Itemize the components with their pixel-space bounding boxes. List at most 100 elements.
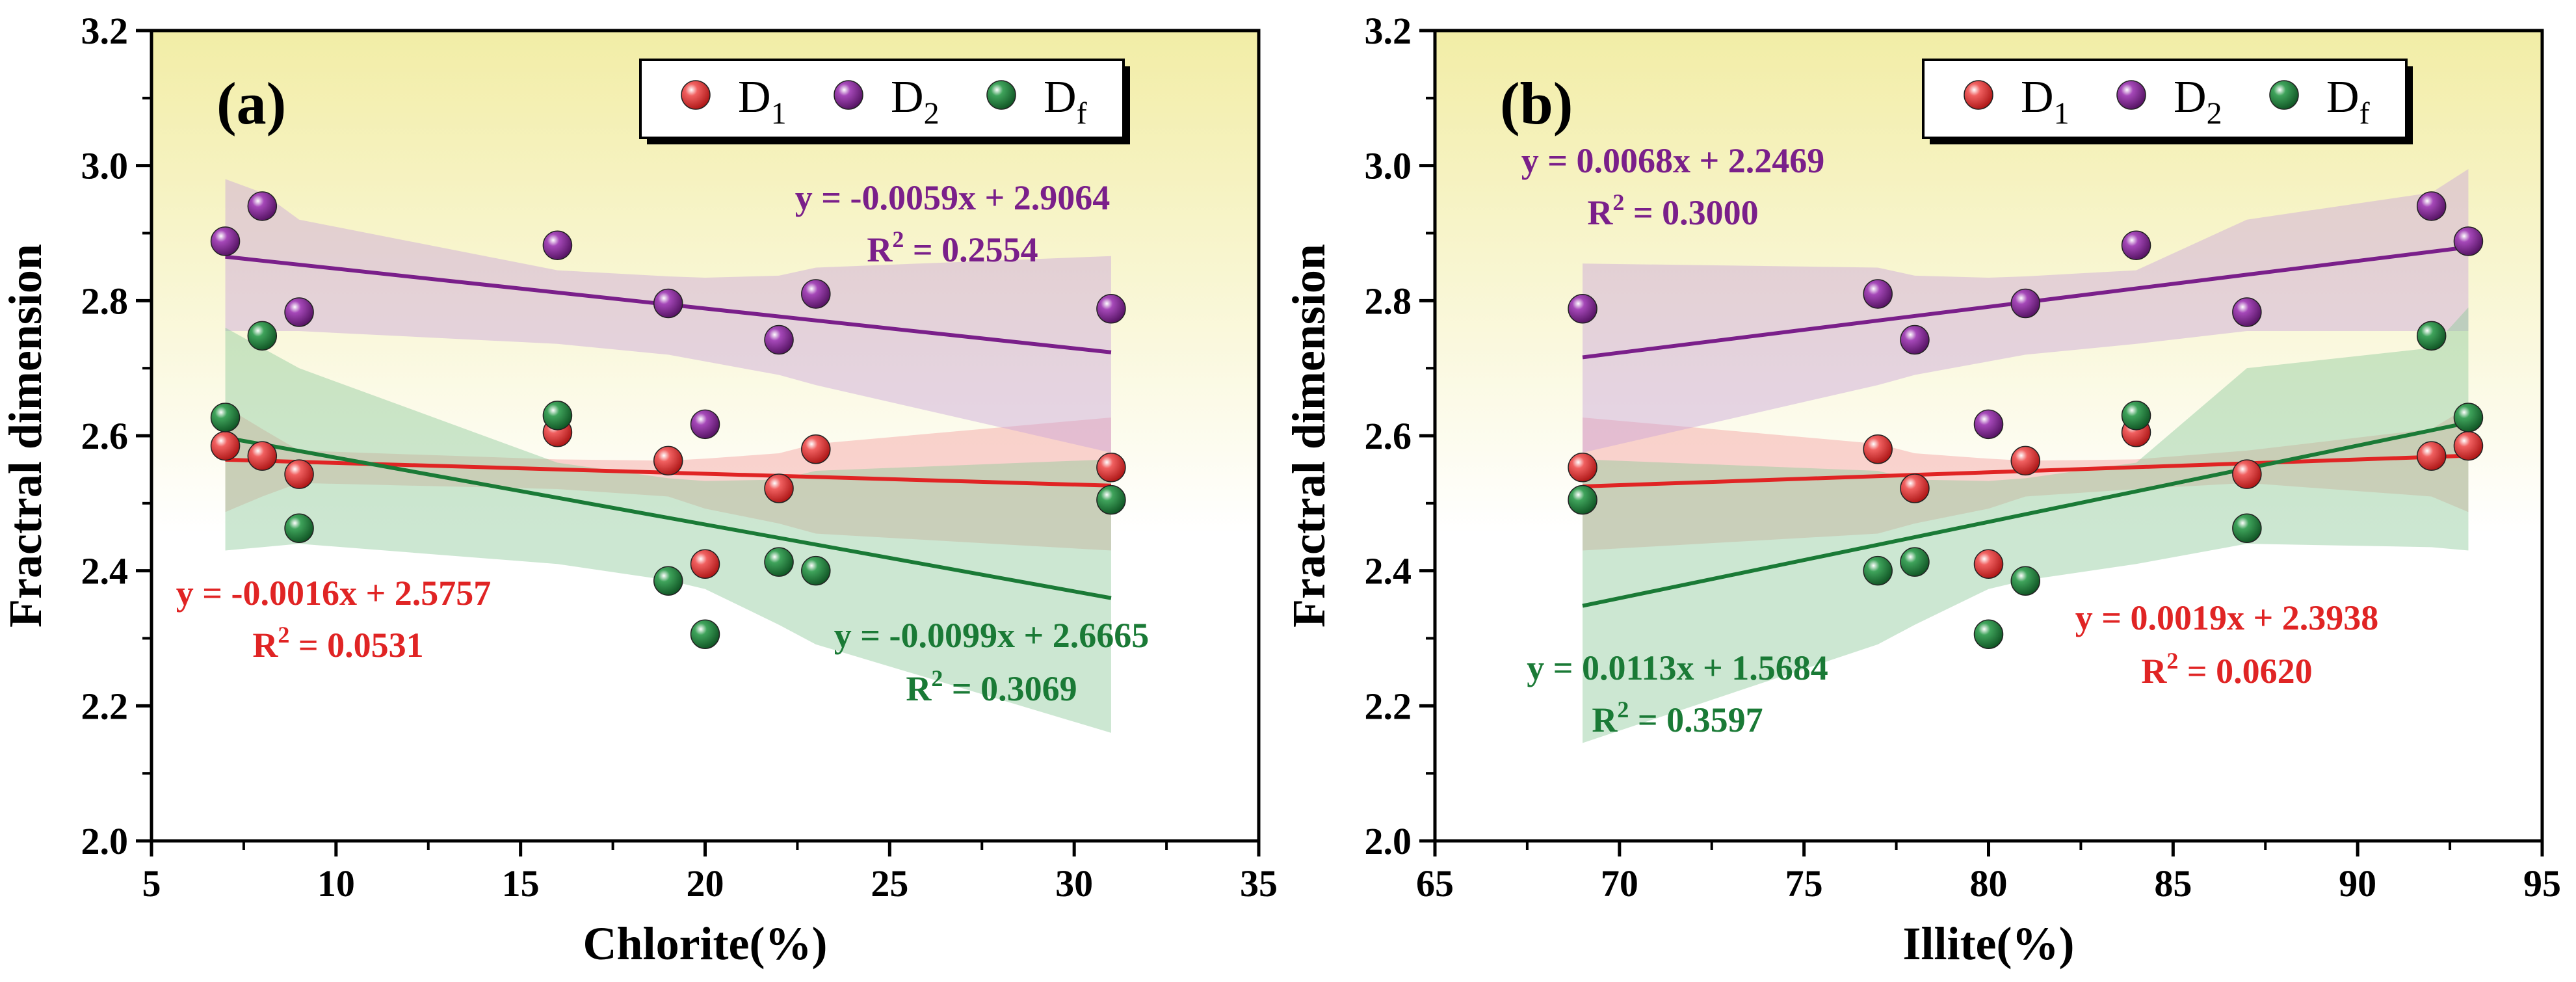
legend-label-base: D (2021, 72, 2054, 122)
legend-label-base: D (891, 72, 924, 122)
data-point-d1 (764, 473, 794, 503)
fit-line-df (224, 435, 1112, 600)
equation-d1: y = -0.0016x + 2.5757 (176, 574, 492, 613)
data-point-df (1096, 484, 1126, 515)
data-point-d2 (2416, 191, 2447, 221)
data-point-d1 (2416, 441, 2447, 471)
legend-label-subscript: f (1077, 96, 1087, 131)
data-point-df (247, 321, 278, 351)
legend-marker-d2 (834, 80, 863, 110)
data-point-d1 (801, 434, 831, 464)
chart-panel-a: 2.0 2.2 2.4 2.6 2.8 3.0 3.2 5 10 15 20 25 30 35 Chlori… (0, 10, 1278, 970)
data-point-d1 (690, 549, 720, 579)
data-point-d1 (1863, 434, 1893, 464)
data-point-df (542, 401, 573, 431)
data-point-df (2416, 321, 2447, 351)
r-squared-value: = 0.0531 (289, 626, 423, 665)
x-tick-label: 35 (1240, 862, 1278, 905)
x-tick-label: 80 (1970, 862, 2008, 905)
y-tick-label: 3.2 (81, 10, 129, 52)
r-squared-exponent: 2 (1617, 697, 1629, 723)
x-tick-label: 90 (2339, 862, 2376, 905)
data-point-df (764, 547, 794, 577)
r-squared-symbol: R (2141, 652, 2167, 691)
data-point-d1 (210, 431, 241, 461)
legend-label-d1: D1 (2021, 72, 2070, 131)
y-tick-label: 2.0 (81, 820, 129, 862)
x-axis-title: Chlorite(%) (583, 918, 828, 970)
data-point-d2 (2232, 297, 2262, 327)
y-tick-label: 2.6 (81, 415, 129, 457)
data-point-df (210, 403, 241, 432)
legend-label-df: Df (1044, 72, 1087, 131)
confidence-band-d1 (225, 406, 1111, 551)
data-point-df (284, 513, 314, 544)
r-squared-d2: R2 = 0.2554 (867, 226, 1038, 269)
confidence-band-d1 (1583, 406, 2469, 551)
legend-label-subscript: 2 (2207, 96, 2222, 131)
legend-marker-d1 (681, 80, 711, 110)
y-tick-label: 2.2 (1365, 685, 1412, 727)
confidence-band-df (1583, 307, 2469, 743)
r-squared-value: = 0.3000 (1624, 193, 1758, 232)
equation-d2: y = -0.0059x + 2.9064 (795, 178, 1111, 217)
data-point-d2 (764, 325, 794, 355)
data-point-df (1863, 555, 1893, 586)
y-tick-label: 2.0 (1365, 820, 1412, 862)
y-tick-label: 2.4 (81, 550, 129, 592)
x-tick-label: 75 (1785, 862, 1823, 905)
confidence-band-df (225, 327, 1111, 733)
y-tick-label: 3.0 (81, 145, 129, 187)
data-point-d2 (542, 230, 573, 260)
r-squared-exponent: 2 (278, 622, 289, 648)
data-point-d2 (690, 409, 720, 440)
legend-label-subscript: 1 (771, 96, 787, 131)
x-tick-label: 95 (2523, 862, 2561, 905)
data-point-d2 (284, 297, 314, 327)
r-squared-exponent: 2 (2166, 648, 2178, 674)
legend: D1 D2 Df (1922, 59, 2413, 144)
legend-label-base: D (2174, 72, 2207, 122)
data-point-d1 (1900, 473, 1930, 503)
chart-panel-b: 2.0 2.2 2.4 2.6 2.8 3.0 3.2 65 70 75 80 85 90 95 Illit… (1283, 10, 2561, 970)
r-squared-df: R2 = 0.3597 (1592, 697, 1763, 739)
fit-line-df (1582, 421, 2469, 608)
y-tick-label: 2.4 (1365, 550, 1412, 592)
r-squared-symbol: R (252, 626, 278, 665)
r-squared-symbol: R (1592, 700, 1618, 739)
data-point-d2 (2010, 288, 2041, 319)
r-squared-exponent: 2 (931, 665, 943, 691)
x-tick-label: 65 (1416, 862, 1454, 905)
data-point-df (2232, 513, 2262, 544)
r-squared-d1: R2 = 0.0531 (252, 622, 423, 665)
data-point-df (1568, 484, 1597, 515)
data-point-d2 (1900, 325, 1930, 355)
data-point-d1 (1568, 453, 1597, 483)
data-point-d1 (1973, 549, 2004, 579)
r-squared-value: = 0.2554 (904, 230, 1038, 269)
data-point-d2 (1568, 294, 1597, 324)
data-point-d1 (2010, 445, 2041, 476)
equation-d1: y = 0.0019x + 2.3938 (2075, 598, 2379, 637)
data-point-df (2010, 566, 2041, 596)
r-squared-df: R2 = 0.3069 (906, 665, 1077, 708)
data-point-d2 (653, 288, 683, 319)
legend-marker-d1 (1964, 80, 1993, 110)
data-point-df (801, 555, 831, 586)
legend-label-df: Df (2326, 72, 2370, 131)
data-point-d1 (2232, 459, 2262, 489)
x-tick-label: 15 (502, 862, 540, 905)
legend-label-subscript: 1 (2054, 96, 2070, 131)
x-tick-label: 20 (687, 862, 724, 905)
panel-label: (a) (217, 70, 286, 137)
data-point-d1 (247, 441, 278, 471)
y-tick-label: 3.0 (1365, 145, 1412, 187)
data-point-df (653, 566, 683, 596)
data-point-d2 (2121, 230, 2151, 260)
legend-label-base: D (738, 72, 771, 122)
legend-box (639, 59, 1125, 139)
legend-label-d2: D2 (891, 72, 940, 131)
x-tick-label: 5 (142, 862, 161, 905)
legend-marker-df (986, 80, 1016, 110)
